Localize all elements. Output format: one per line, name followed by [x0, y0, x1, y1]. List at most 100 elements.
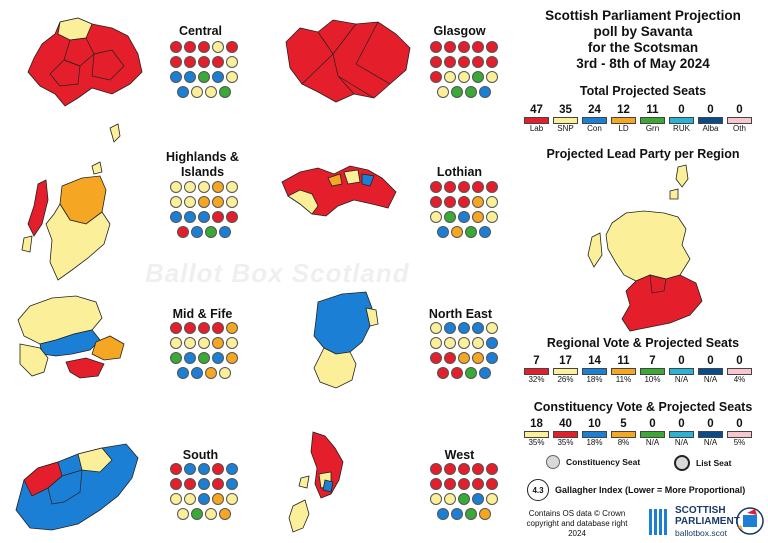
- seat-row: [430, 86, 498, 98]
- party-color-bar: [553, 368, 578, 375]
- seat-row: [170, 322, 238, 334]
- seat-lab: [472, 41, 484, 53]
- seat-grn: [219, 86, 231, 98]
- constituency-ld: 5 8%: [611, 418, 636, 448]
- seat-lab: [170, 322, 182, 334]
- regional-vote-share: 4%: [733, 375, 746, 384]
- regional-vote-share: 18%: [586, 375, 603, 384]
- seat-row: [430, 337, 498, 349]
- seat-row: [170, 478, 238, 490]
- regional-vote-share: 32%: [528, 375, 545, 384]
- seat-con: [212, 71, 224, 83]
- regional-oth: 0 4%: [727, 355, 752, 385]
- seat-row: [170, 337, 238, 349]
- regional-vote-title: Regional Vote & Projected Seats: [546, 336, 740, 350]
- seat-grn: [472, 71, 484, 83]
- seat-lab: [458, 181, 470, 193]
- seat-con: [184, 463, 196, 475]
- seat-lab: [486, 463, 498, 475]
- seat-row: [430, 226, 498, 238]
- total-ruk: 0 RUK: [669, 104, 694, 134]
- total-seats-title: Total Projected Seats: [579, 84, 707, 98]
- party-color-bar: [611, 431, 636, 438]
- seat-lab: [170, 463, 182, 475]
- regional-seat-count: 0: [707, 355, 714, 367]
- logo-text-parliament: PARLIAMENT: [675, 516, 740, 527]
- os-data-credit: Contains OS data © Crown copyright and d…: [520, 509, 634, 539]
- seat-grid-mid-fife: [170, 322, 238, 382]
- seat-lab: [486, 478, 498, 490]
- seat-lab: [444, 352, 456, 364]
- region-title-north-east: North East: [428, 307, 493, 321]
- regional-ld: 11 11%: [611, 355, 636, 385]
- seat-con: [479, 226, 491, 238]
- glasgow-region-map: [285, 19, 411, 103]
- seat-lab: [444, 463, 456, 475]
- seat-lab: [212, 322, 224, 334]
- seat-snp: [184, 196, 196, 208]
- party-color-bar: [553, 117, 578, 124]
- seat-row: [170, 196, 238, 208]
- regional-seat-count: 7: [649, 355, 656, 367]
- seat-row: [430, 71, 498, 83]
- party-color-bar: [698, 117, 723, 124]
- party-color-bar: [582, 368, 607, 375]
- party-color-bar: [698, 368, 723, 375]
- seat-row: [170, 352, 238, 364]
- seat-snp: [212, 41, 224, 53]
- seat-grn: [205, 226, 217, 238]
- seat-grn: [170, 352, 182, 364]
- seat-grn: [198, 71, 210, 83]
- seat-lab: [458, 56, 470, 68]
- constituency-seat-count: 0: [707, 418, 714, 430]
- seat-snp: [170, 493, 182, 505]
- seat-snp: [198, 337, 210, 349]
- regional-vote-legend: 7 32% 17 26% 14 18% 11 11% 7 10% 0 N/A 0 N/A 0 4%: [524, 355, 756, 385]
- total-seat-count: 11: [646, 104, 659, 116]
- party-label: Con: [587, 124, 602, 133]
- seat-snp: [191, 86, 203, 98]
- seat-snp: [170, 196, 182, 208]
- region-title-mid-fife: Mid & Fife: [172, 307, 233, 321]
- seat-lab: [486, 56, 498, 68]
- constituency-seat-count: 0: [649, 418, 656, 430]
- seat-row: [430, 196, 498, 208]
- region-title-south: South: [182, 448, 219, 462]
- seat-grn: [465, 86, 477, 98]
- seat-snp: [486, 211, 498, 223]
- seat-ld: [198, 196, 210, 208]
- seat-snp: [219, 367, 231, 379]
- seat-ld: [226, 352, 238, 364]
- logo-text-scottish: SCOTTISH: [675, 505, 726, 516]
- constituency-seat-swatch: [546, 455, 560, 469]
- gallagher-index-label: Gallagher Index (Lower = More Proportion…: [555, 485, 746, 495]
- seat-row: [170, 86, 238, 98]
- party-color-bar: [524, 368, 549, 375]
- seat-lab: [430, 56, 442, 68]
- seat-lab: [486, 41, 498, 53]
- seat-con: [458, 211, 470, 223]
- seat-row: [170, 493, 238, 505]
- seat-row: [430, 463, 498, 475]
- constituency-seat-key: Constituency Seat: [546, 455, 640, 469]
- logo-text-url: ballotbox.scot: [675, 528, 727, 538]
- seat-con: [198, 463, 210, 475]
- constituency-vote-share: 35%: [528, 438, 545, 447]
- seat-lab: [430, 196, 442, 208]
- constituency-vote-share: N/A: [645, 438, 660, 447]
- seat-con: [177, 86, 189, 98]
- total-seat-count: 24: [588, 104, 601, 116]
- seat-con: [191, 367, 203, 379]
- regional-seat-count: 0: [678, 355, 685, 367]
- regional-con: 14 18%: [582, 355, 607, 385]
- party-label: LD: [618, 124, 629, 133]
- seat-con: [472, 322, 484, 334]
- seat-lab: [437, 367, 449, 379]
- seat-lab: [226, 211, 238, 223]
- seat-ld: [212, 337, 224, 349]
- total-seat-count: 0: [736, 104, 743, 116]
- seat-con: [184, 71, 196, 83]
- seat-row: [430, 322, 498, 334]
- seat-lab: [444, 181, 456, 193]
- seat-row: [170, 181, 238, 193]
